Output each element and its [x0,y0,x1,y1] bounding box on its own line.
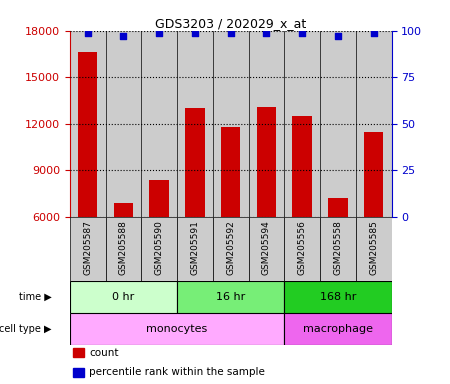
Bar [356,31,392,217]
Point [191,30,198,36]
Bar [292,116,312,310]
Bar [221,127,240,310]
Bar [248,217,284,281]
Bar [328,199,348,310]
Text: macrophage: macrophage [303,324,373,334]
Text: GSM205591: GSM205591 [190,220,199,275]
Bar [105,217,141,281]
Bar [177,31,213,217]
Bar [78,53,98,310]
Bar [284,313,392,345]
Point [227,30,234,36]
Point [370,30,377,36]
Point [120,33,127,40]
Bar [320,217,356,281]
Text: GSM205556: GSM205556 [297,220,306,275]
Text: percentile rank within the sample: percentile rank within the sample [89,367,265,377]
Bar [73,368,84,377]
Bar [320,31,356,217]
Text: GSM205590: GSM205590 [155,220,164,275]
Bar [185,108,205,310]
Bar [256,107,276,310]
Bar [141,31,177,217]
Bar [70,217,105,281]
Title: GDS3203 / 202029_x_at: GDS3203 / 202029_x_at [155,17,306,30]
Bar [105,31,141,217]
Point [156,30,163,36]
Text: cell type ▶: cell type ▶ [0,324,52,334]
Text: monocytes: monocytes [146,324,207,334]
Bar [213,217,248,281]
Bar [284,217,320,281]
Text: 168 hr: 168 hr [320,292,356,302]
Bar [70,31,105,217]
Bar [113,203,133,310]
Bar [284,31,320,217]
Bar [70,313,284,345]
Bar [177,281,284,313]
Point [263,30,270,36]
Text: 16 hr: 16 hr [216,292,245,302]
Bar [141,217,177,281]
Bar [284,281,392,313]
Point [298,30,306,36]
Text: GSM205592: GSM205592 [226,220,235,275]
Text: GSM205588: GSM205588 [119,220,128,275]
Text: 0 hr: 0 hr [112,292,135,302]
Bar [73,348,84,358]
Bar [149,180,169,310]
Bar [356,217,392,281]
Bar [213,31,248,217]
Text: time ▶: time ▶ [19,292,52,302]
Text: count: count [89,348,118,358]
Text: GSM205585: GSM205585 [369,220,378,275]
Bar [248,31,284,217]
Point [334,33,342,40]
Text: GSM205587: GSM205587 [83,220,92,275]
Text: GSM205558: GSM205558 [333,220,342,275]
Point [84,30,91,36]
Bar [364,132,383,310]
Bar [177,217,213,281]
Text: GSM205594: GSM205594 [262,220,271,275]
Bar [70,281,177,313]
